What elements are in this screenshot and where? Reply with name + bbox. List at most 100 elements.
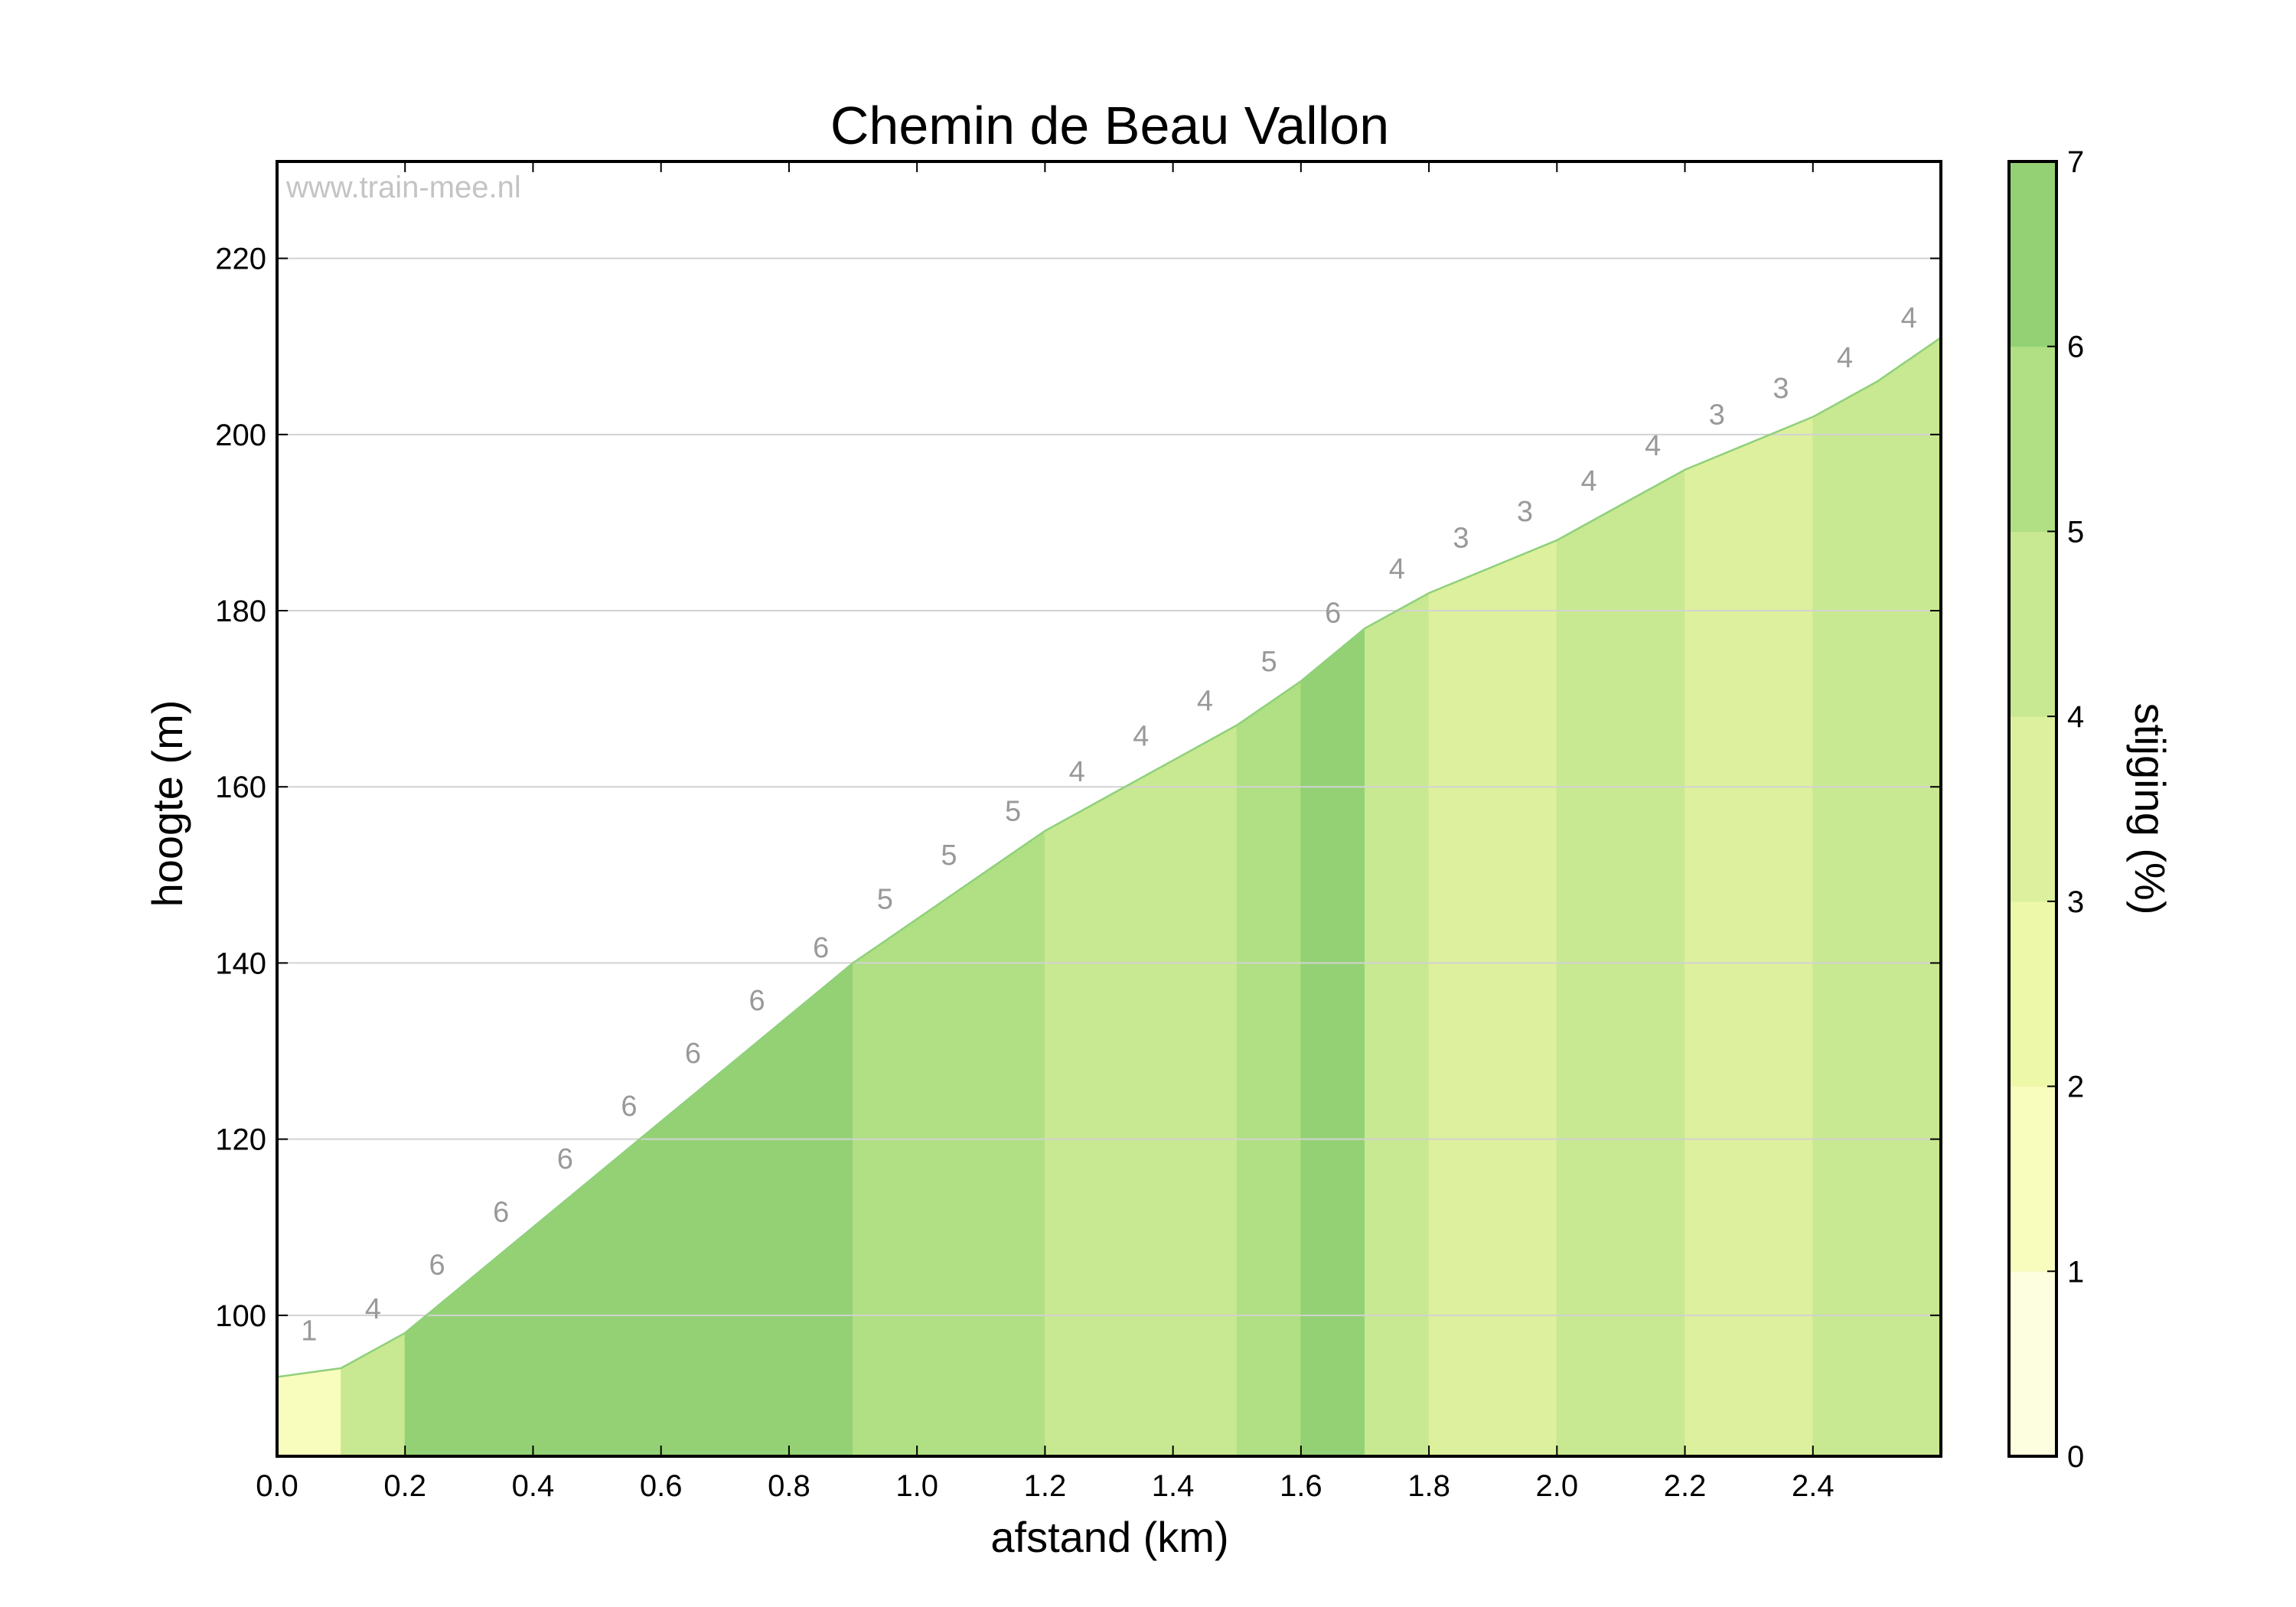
colorbar-band (2009, 1086, 2056, 1272)
colorbar: 0 1 2 3 4 5 6 7 stijging (%) (2007, 145, 2174, 1474)
y-tick-label: 200 (215, 419, 266, 452)
grade-band (1684, 442, 1750, 1457)
y-tick-label: 120 (215, 1123, 266, 1157)
elevation-line (276, 337, 1942, 1378)
grade-label: 6 (557, 1143, 573, 1175)
grade-label: 6 (429, 1249, 445, 1281)
y-tick-label: 100 (215, 1299, 266, 1333)
grade-label: 4 (365, 1293, 381, 1325)
colorbar-tick-label: 7 (2067, 145, 2084, 179)
grade-band (980, 830, 1045, 1457)
grade-label: 6 (749, 985, 765, 1017)
colorbar-tick-label: 5 (2067, 515, 2084, 549)
grade-label: 3 (1517, 496, 1533, 528)
x-tick-label: 0.4 (512, 1469, 555, 1503)
grade-band (1172, 724, 1238, 1457)
grade-label: 6 (1325, 598, 1341, 630)
grade-band (1300, 627, 1365, 1457)
colorbar-tick-label: 2 (2067, 1071, 2084, 1104)
y-axis-label: hoogte (m) (143, 700, 191, 908)
grade-band (1812, 380, 1877, 1457)
plot-frame (276, 160, 1942, 1458)
grade-label: 4 (1069, 756, 1085, 788)
watermark: www.train-mee.nl (285, 171, 521, 204)
grade-label: 5 (877, 884, 893, 916)
grade-label: 6 (813, 932, 829, 964)
grade-label: 5 (1261, 646, 1277, 678)
grade-label: 4 (1901, 302, 1917, 334)
colorbar-tick-label: 3 (2067, 885, 2084, 919)
colorbar-band (2009, 161, 2056, 347)
colorbar-tick-label: 1 (2067, 1255, 2084, 1289)
x-axis-ticks: 0.0 0.2 0.4 0.6 0.8 1.0 1.2 1.4 1.6 1.8 2.0 2.2 2.4 (256, 161, 1835, 1503)
grade-label: 3 (1709, 399, 1725, 432)
grade-label: 6 (493, 1196, 509, 1228)
x-tick-label: 1.0 (895, 1469, 938, 1503)
colorbar-label: stijging (%) (2126, 703, 2174, 915)
gridlines (277, 257, 1941, 1316)
colorbar-bands (2009, 161, 2056, 1457)
grade-band (724, 1015, 790, 1457)
x-tick-label: 0.2 (383, 1469, 426, 1503)
grade-label: 4 (1197, 686, 1213, 718)
x-axis-label: afstand (km) (990, 1513, 1228, 1561)
colorbar-band (2009, 346, 2056, 532)
grade-band (788, 962, 854, 1457)
grade-label: 6 (685, 1038, 701, 1070)
colorbar-band (2009, 1271, 2056, 1457)
x-tick-label: 1.6 (1280, 1469, 1322, 1503)
grade-band (1428, 566, 1494, 1457)
grade-band (660, 1068, 726, 1457)
grade-label: 4 (1133, 721, 1149, 753)
grade-band (1748, 416, 1814, 1457)
chart-title: Chemin de Beau Vallon (830, 96, 1389, 155)
grade-band (596, 1120, 662, 1457)
grade-band (276, 1367, 342, 1457)
grade-bands (276, 337, 1942, 1457)
grade-band (1556, 504, 1622, 1457)
grade-band (1492, 539, 1557, 1457)
grade-band (853, 918, 918, 1457)
x-tick-label: 1.8 (1407, 1469, 1450, 1503)
grade-band (1236, 680, 1302, 1457)
colorbar-tick-label: 6 (2067, 331, 2084, 364)
grade-label: 5 (1005, 796, 1021, 828)
grade-band (1108, 759, 1174, 1457)
colorbar-frame (2007, 160, 2058, 1458)
grade-label: 5 (941, 839, 957, 872)
grade-label: 6 (621, 1090, 637, 1123)
colorbar-tick-label: 0 (2067, 1440, 2084, 1474)
colorbar-ticks: 0 1 2 3 4 5 6 7 (2047, 145, 2084, 1474)
grade-label: 4 (1581, 465, 1597, 497)
grade-band (1044, 794, 1110, 1457)
x-tick-label: 0.6 (640, 1469, 683, 1503)
x-tick-label: 1.2 (1024, 1469, 1067, 1503)
x-tick-label: 1.4 (1152, 1469, 1195, 1503)
grade-label: 4 (1645, 430, 1661, 462)
grade-band (916, 874, 982, 1457)
grade-label: 3 (1773, 373, 1789, 405)
grade-band (1876, 337, 1942, 1457)
grade-label: 3 (1453, 523, 1469, 555)
x-tick-label: 0.0 (256, 1469, 298, 1503)
grade-label: 1 (301, 1315, 317, 1348)
x-tick-label: 2.2 (1664, 1469, 1707, 1503)
y-axis-ticks: 100 120 140 160 180 200 220 (215, 243, 1941, 1333)
x-tick-label: 2.4 (1792, 1469, 1835, 1503)
colorbar-band (2009, 531, 2056, 717)
grade-band (468, 1226, 533, 1457)
y-tick-label: 160 (215, 771, 266, 804)
grade-label: 4 (1389, 553, 1405, 585)
x-tick-label: 0.8 (768, 1469, 810, 1503)
y-tick-label: 220 (215, 243, 266, 276)
grade-labels: 1 4 6 6 6 6 6 6 6 5 5 5 4 4 4 5 6 4 3 3 4 4 3 3 4 4 (301, 302, 1917, 1348)
colorbar-band (2009, 901, 2056, 1087)
y-tick-label: 180 (215, 595, 266, 628)
grade-label: 4 (1837, 342, 1853, 374)
colorbar-band (2009, 716, 2056, 902)
x-tick-label: 2.0 (1536, 1469, 1579, 1503)
colorbar-tick-label: 4 (2067, 700, 2084, 734)
y-tick-label: 140 (215, 947, 266, 980)
grade-band (1364, 592, 1430, 1457)
